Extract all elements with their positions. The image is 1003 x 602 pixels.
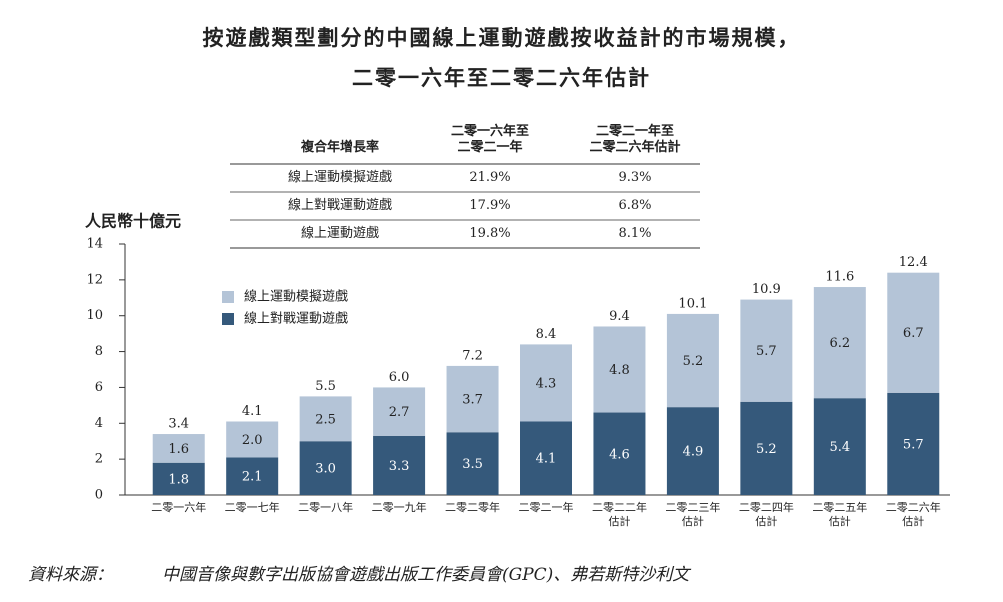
bar-segment	[152, 462, 205, 495]
bar-segment	[593, 412, 646, 495]
y-tick-label: 12	[86, 272, 103, 287]
title: 按遊戲類型劃分的中國線上運動遊戲按收益計的市場規模，	[202, 25, 801, 50]
data-label: 4.3	[536, 376, 557, 391]
total-label: 3.4	[168, 417, 189, 432]
bar-segment	[226, 421, 279, 458]
x-tick-label: 二零二一年	[518, 501, 574, 514]
total-label: 10.9	[752, 282, 781, 297]
bar-segment	[446, 432, 499, 495]
total-label: 10.1	[678, 296, 707, 311]
table-cell: 線上運動模擬遊戲	[287, 170, 392, 185]
data-label: 5.4	[829, 440, 850, 455]
y-tick-label: 10	[86, 308, 103, 323]
table-cell: 線上對戰運動遊戲	[287, 198, 392, 213]
data-label: 4.1	[536, 452, 557, 467]
bar-segment	[740, 401, 793, 495]
bar-segment	[520, 421, 572, 495]
bar-segment	[152, 434, 205, 463]
bar-segment	[373, 435, 426, 495]
bar-segment	[299, 396, 352, 442]
subtitle: 二零一六年至二零二六年估計	[352, 65, 651, 90]
data-label: 2.1	[242, 470, 263, 485]
total-label: 7.2	[462, 348, 483, 363]
data-label: 3.7	[462, 393, 483, 408]
data-label: 2.7	[389, 405, 410, 420]
bar-segment	[299, 441, 352, 495]
data-label: 5.2	[683, 354, 704, 369]
data-label: 4.8	[609, 363, 630, 378]
table-header: 複合年增長率	[300, 140, 379, 155]
table-header: 二零二一年至 二零二六年估計	[589, 124, 681, 155]
y-tick-label: 8	[95, 344, 103, 359]
table-cell: 8.1%	[618, 226, 652, 241]
data-label: 5.2	[756, 442, 777, 457]
data-label: 1.8	[168, 472, 189, 487]
data-label: 2.5	[315, 412, 336, 427]
table-cell: 21.9%	[469, 170, 511, 185]
y-axis-label: 人民幣十億元	[85, 212, 181, 231]
x-tick-label: 二零一九年	[371, 501, 427, 514]
table-cell: 19.8%	[469, 226, 511, 241]
bar-segment	[520, 344, 572, 422]
bar-segment	[226, 457, 279, 495]
data-label: 4.6	[609, 447, 630, 462]
y-tick-label: 14	[86, 237, 103, 252]
data-label: 5.7	[756, 344, 777, 359]
total-label: 6.0	[389, 370, 410, 385]
bar-segment	[887, 392, 940, 495]
data-label: 4.9	[683, 445, 704, 460]
x-tick-label: 二零二四年 估計	[738, 501, 794, 528]
bar-segment	[740, 299, 793, 402]
x-tick-label: 二零二二年 估計	[591, 501, 647, 528]
legend-swatch	[222, 291, 234, 303]
data-label: 3.3	[389, 459, 410, 474]
table-cell: 6.8%	[618, 198, 652, 213]
data-label: 6.7	[903, 326, 924, 341]
bar-segment	[813, 287, 866, 399]
x-tick-label: 二零二五年 估計	[812, 501, 868, 528]
y-tick-label: 4	[95, 416, 103, 431]
legend-label: 線上對戰運動遊戲	[244, 311, 348, 327]
data-label: 5.7	[903, 437, 924, 452]
total-label: 8.4	[536, 327, 557, 342]
data-label: 1.6	[168, 442, 189, 457]
table-header: 二零一六年至 二零二一年	[450, 124, 529, 155]
source-text: 中國音像與數字出版協會遊戲出版工作委員會(GPC)、弗若斯特沙利文	[162, 565, 690, 585]
bar-segment	[666, 407, 719, 495]
bar-segment	[446, 365, 499, 433]
total-label: 9.4	[609, 309, 630, 324]
data-label: 2.0	[242, 433, 263, 448]
table-cell: 9.3%	[618, 170, 652, 185]
bar-segment	[813, 398, 866, 495]
legend-label: 線上運動模擬遊戲	[244, 289, 348, 305]
x-tick-label: 二零一七年	[224, 501, 280, 514]
source-label: 資料來源：	[28, 565, 113, 585]
table-cell: 17.9%	[469, 198, 511, 213]
bar-segment	[887, 272, 940, 393]
table-cell: 線上運動遊戲	[300, 226, 379, 241]
x-tick-label: 二零一六年	[151, 501, 207, 514]
total-label: 4.1	[242, 404, 263, 419]
total-label: 5.5	[315, 379, 336, 394]
y-tick-label: 2	[95, 452, 103, 467]
total-label: 12.4	[899, 255, 928, 270]
legend-swatch	[222, 313, 234, 325]
x-tick-label: 二零一八年	[298, 501, 354, 514]
total-label: 11.6	[825, 270, 854, 285]
data-label: 6.2	[829, 336, 850, 351]
bar-segment	[593, 326, 646, 413]
x-tick-label: 二零二零年	[445, 501, 501, 514]
y-tick-label: 6	[95, 380, 103, 395]
data-label: 3.0	[315, 462, 336, 477]
bar-segment	[373, 387, 426, 436]
bar-segment	[666, 313, 719, 408]
x-tick-label: 二零二三年 估計	[665, 501, 721, 528]
x-tick-label: 二零二六年 估計	[885, 501, 941, 528]
y-tick-label: 0	[95, 488, 103, 503]
data-label: 3.5	[462, 457, 483, 472]
